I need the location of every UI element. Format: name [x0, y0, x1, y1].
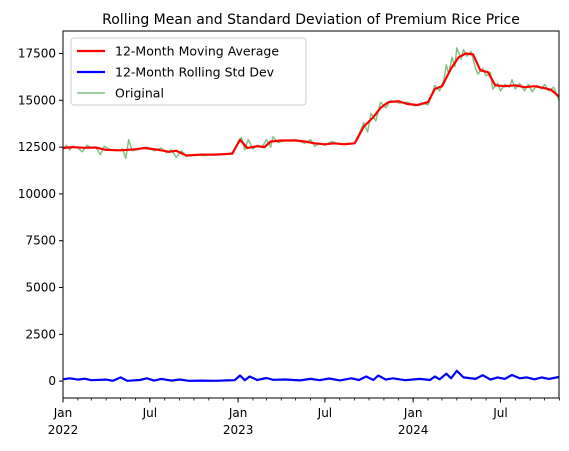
x-tick-label: Jan	[403, 406, 423, 420]
x-tick-label: Jul	[317, 406, 332, 420]
legend-label: 12-Month Moving Average	[115, 44, 279, 59]
y-tick-label: 10000	[18, 187, 56, 201]
x-tick-year-label: 2022	[48, 423, 79, 437]
y-tick-label: 12500	[18, 140, 56, 154]
plot-frame	[62, 30, 560, 399]
y-tick-label: 0	[48, 374, 56, 388]
x-tick-year-label: 2023	[223, 423, 254, 437]
series-line-1	[62, 369, 560, 382]
x-tick-label: Jan	[228, 406, 248, 420]
x-axis: Jan 2022 Jul Jan 2023 Jul Jan 2024 Jul	[48, 398, 560, 437]
chart-title: Rolling Mean and Standard Deviation of P…	[102, 12, 520, 28]
y-tick-label: 15000	[18, 93, 56, 107]
y-axis: 0 2500 5000 7500 10000 12500 15000 17500	[18, 46, 63, 388]
series-line-0	[62, 52, 560, 157]
y-tick-label: 2500	[25, 327, 56, 341]
legend-box	[70, 37, 307, 106]
x-tick-label: Jul	[142, 406, 157, 420]
y-tick-label: 5000	[25, 281, 56, 295]
y-tick-label: 7500	[25, 234, 56, 248]
legend: 12-Month Moving Average 12-Month Rolling …	[70, 37, 307, 106]
y-tick-label: 17500	[18, 46, 56, 60]
x-tick-year-label: 2024	[398, 423, 429, 437]
x-tick-label: Jan	[53, 406, 73, 420]
legend-label: Original	[115, 86, 164, 101]
legend-label: 12-Month Rolling Std Dev	[115, 65, 275, 80]
plot-series	[62, 47, 560, 382]
x-tick-label: Jul	[492, 406, 507, 420]
